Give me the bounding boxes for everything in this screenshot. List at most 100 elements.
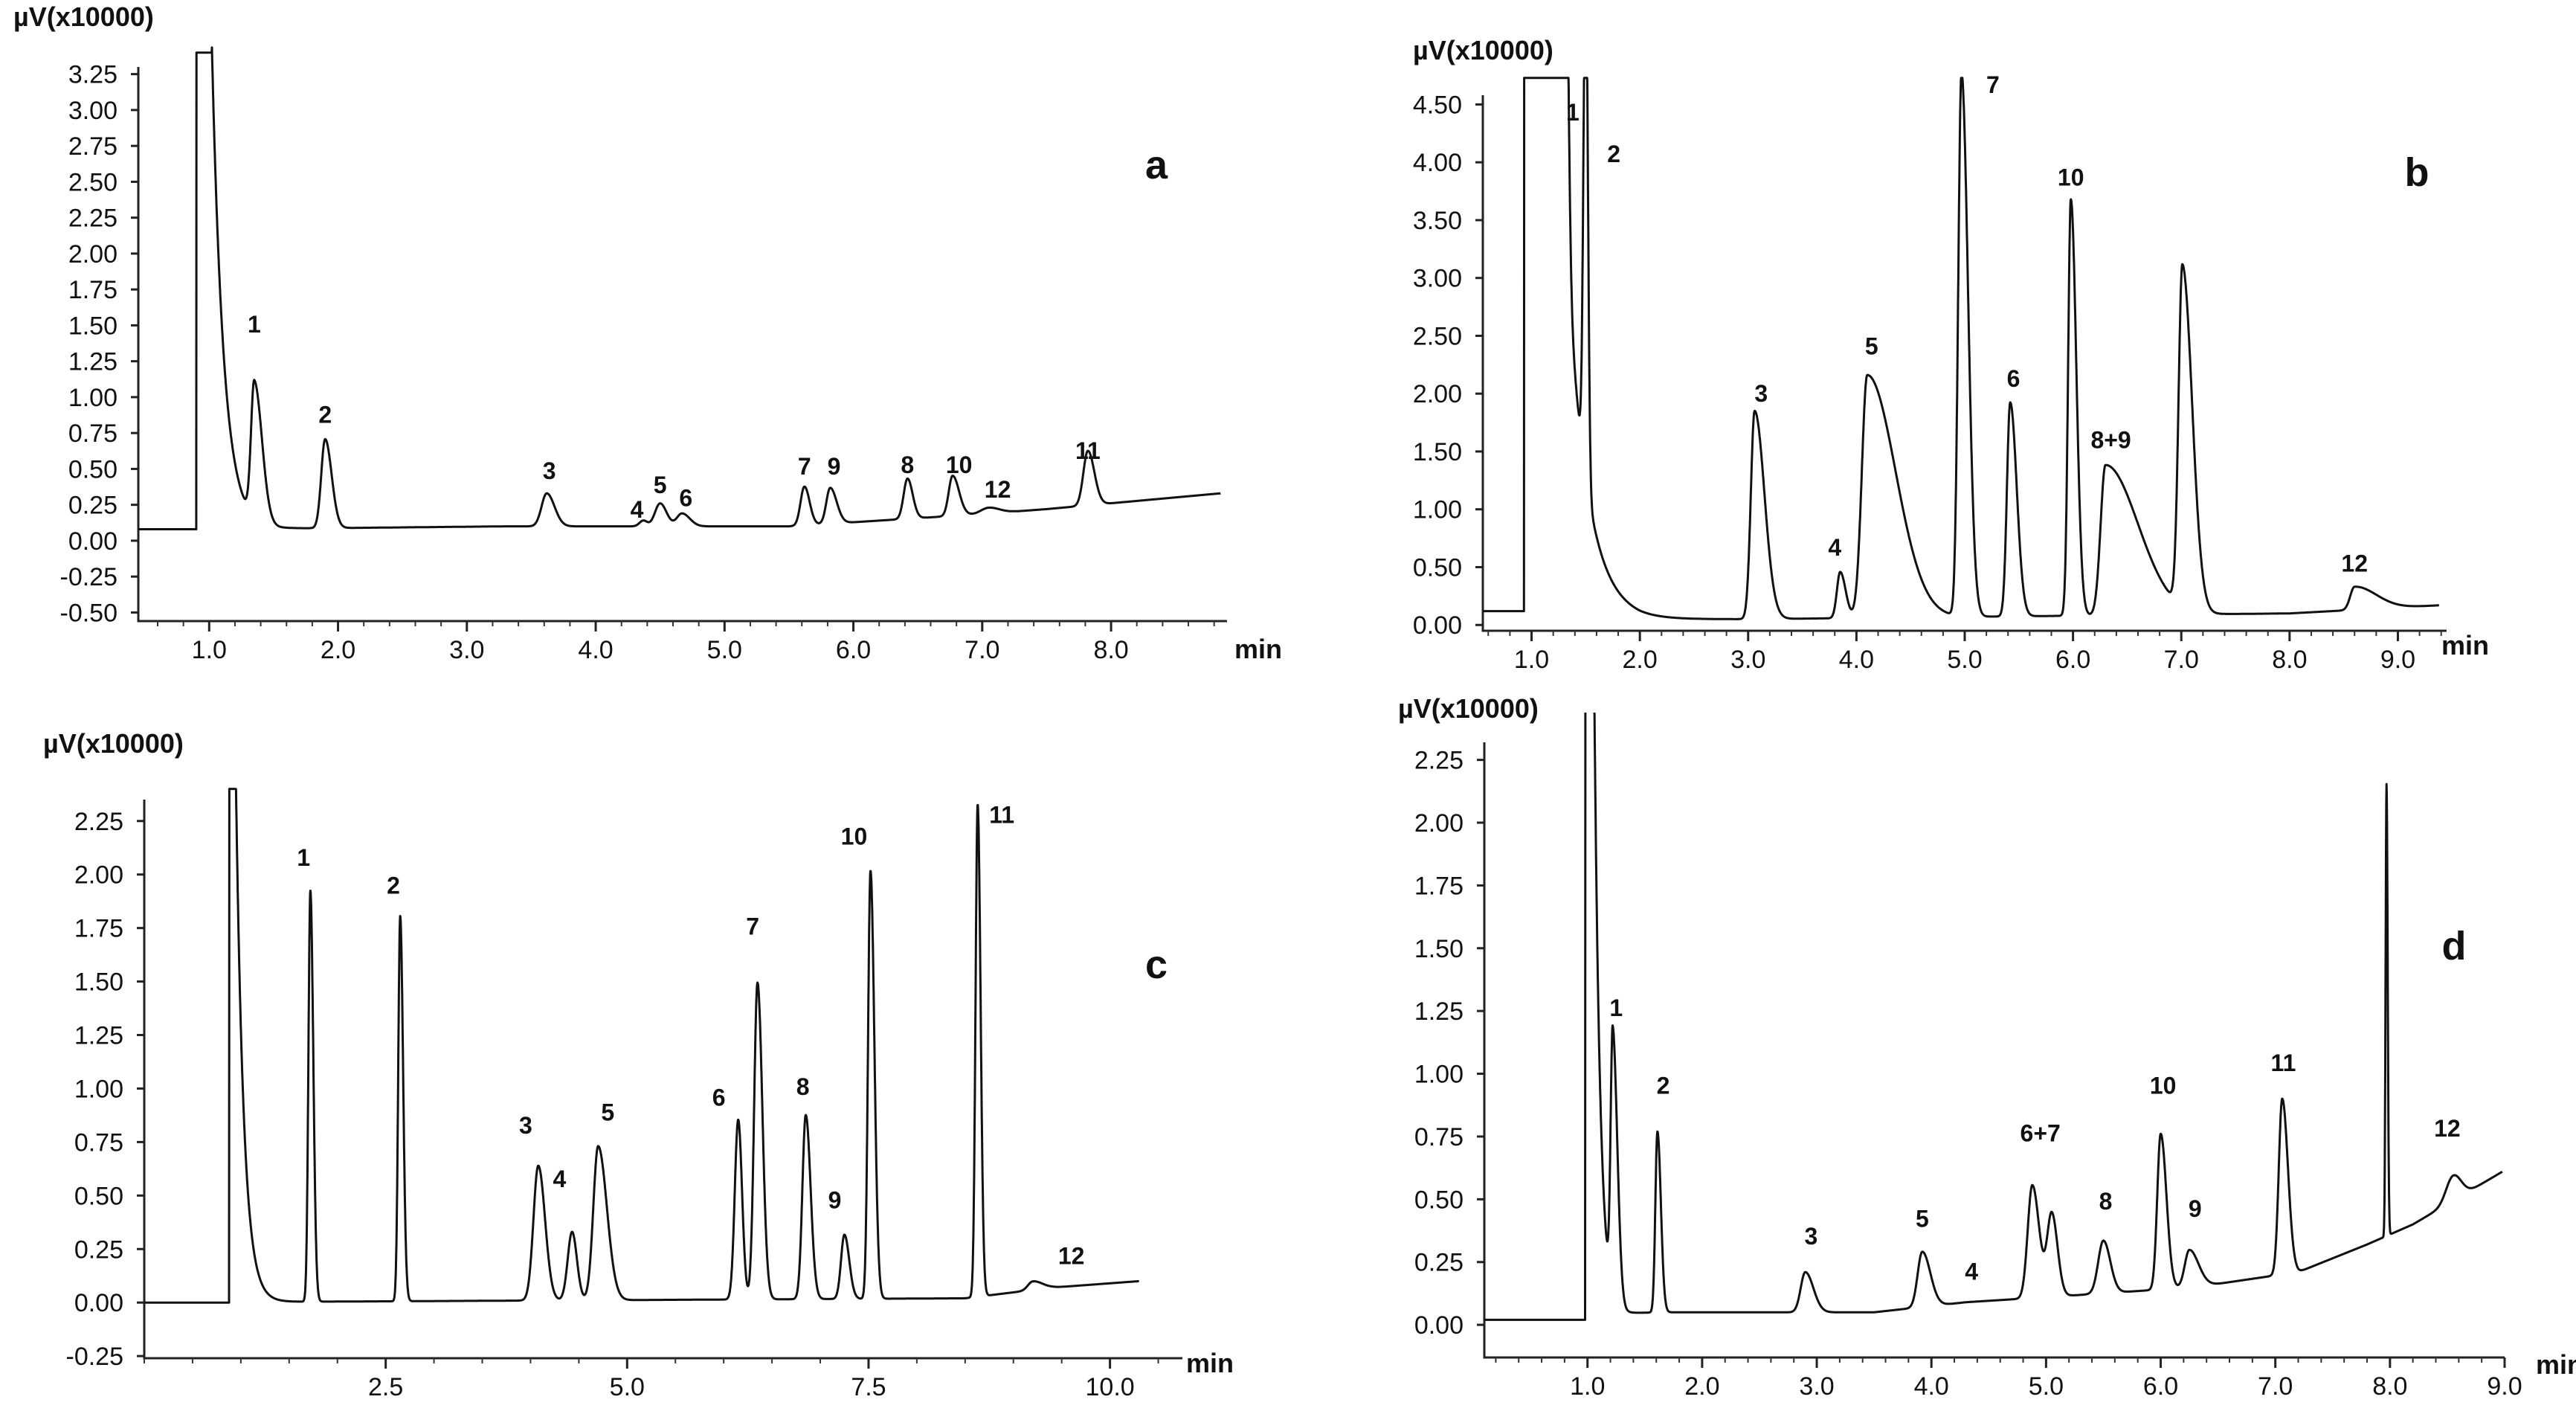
x-tick-label: 4.0 xyxy=(1914,1372,1949,1401)
peak-label: 1 xyxy=(297,844,310,871)
y-tick-label: 1.50 xyxy=(68,312,117,340)
y-tick-label: 1.00 xyxy=(1414,1061,1464,1089)
x-tick-label: 4.0 xyxy=(578,636,613,664)
y-tick-label: 0.25 xyxy=(68,492,117,520)
peak-label: 2 xyxy=(387,872,400,899)
chromatogram-trace xyxy=(138,46,1222,530)
peak-label: 5 xyxy=(1916,1205,1929,1232)
y-tick-label: 3.25 xyxy=(68,61,117,89)
peak-label: 10 xyxy=(2058,164,2084,190)
peak-label: 9 xyxy=(828,1187,842,1214)
peak-label: 9 xyxy=(828,453,841,480)
y-tick-label: 1.25 xyxy=(74,1022,123,1050)
peak-label: 1 xyxy=(1609,994,1623,1021)
y-tick-label: 1.00 xyxy=(68,384,117,412)
y-tick-label: -0.25 xyxy=(66,1343,124,1371)
y-tick-label: 2.00 xyxy=(68,240,117,269)
x-tick-label: 8.0 xyxy=(1093,636,1128,664)
chart-panel-b: 1.0 2.0 3.0 4.0 5.0 6.0 7.0 8.0 9.0 0.00 0.50 1.00 1… xyxy=(1413,35,2489,674)
chart-panel-a: 1.0 2.0 3.0 4.0 5.0 6.0 7.0 8.0 -0.50 -0.25 0.00 0.… xyxy=(13,1,1282,664)
axes-frame xyxy=(1483,742,2505,1359)
chromatogram-trace xyxy=(1484,713,2504,1321)
y-tick-label: 1.75 xyxy=(68,276,117,304)
y-axis-unit: µV(x10000) xyxy=(13,1,154,32)
y-tick-label: 2.25 xyxy=(68,205,117,233)
chart-panel-c: 2.5 5.0 7.5 10.0 -0.25 0.00 0.25 0.50 0.75 1.00 1.… xyxy=(43,728,1234,1401)
peak-label: 6 xyxy=(712,1084,726,1111)
chart-panel-d: 1.0 2.0 3.0 4.0 5.0 6.0 7.0 8.0 9.0 0.00 0.25 0.50 0… xyxy=(1398,693,2576,1401)
y-tick-label: 1.25 xyxy=(1414,997,1464,1026)
panel-letter: b xyxy=(2405,150,2430,195)
x-tick-label: 5.0 xyxy=(707,636,742,664)
y-tick-label: 1.00 xyxy=(74,1075,123,1103)
panel-letter: a xyxy=(1145,143,1168,187)
x-tick-label: 2.0 xyxy=(1684,1372,1719,1401)
x-tick-label: 3.0 xyxy=(1799,1372,1834,1401)
x-tick-label: 1.0 xyxy=(192,636,227,664)
peak-label: 6 xyxy=(2007,365,2020,392)
x-tick-label: 6.0 xyxy=(2055,646,2090,674)
y-tick-label: 1.75 xyxy=(1414,872,1464,900)
y-tick-label: 0.50 xyxy=(1414,1186,1464,1214)
y-tick-label: 0.00 xyxy=(74,1289,123,1317)
y-tick-label: 1.50 xyxy=(74,968,123,997)
peak-label: 4 xyxy=(631,496,644,523)
y-tick-label: 1.75 xyxy=(74,915,123,943)
peak-label: 11 xyxy=(1075,437,1101,464)
y-axis-unit: µV(x10000) xyxy=(1413,35,1553,65)
peak-label: 12 xyxy=(2341,550,2368,577)
y-tick-label: 0.50 xyxy=(68,455,117,483)
x-tick-label: 5.0 xyxy=(1947,646,1982,674)
x-axis-unit: min xyxy=(2441,630,2489,661)
peak-label: 4 xyxy=(1965,1258,1978,1285)
peak-label: 5 xyxy=(654,472,667,498)
axes-frame xyxy=(137,67,1227,623)
y-tick-label: 0.00 xyxy=(1413,611,1462,640)
y-tick-label: 1.25 xyxy=(68,348,117,376)
x-tick-label: 1.0 xyxy=(1514,646,1549,674)
x-tick-label: 9.0 xyxy=(2487,1372,2522,1401)
x-tick-label: 8.0 xyxy=(2372,1372,2407,1401)
peak-label: 10 xyxy=(2150,1073,2177,1099)
x-tick-label: 8.0 xyxy=(2272,646,2307,674)
peak-label: 11 xyxy=(2271,1050,2296,1076)
y-axis-unit: µV(x10000) xyxy=(43,728,184,759)
x-tick-label: 2.0 xyxy=(1623,646,1658,674)
x-tick-label: 7.0 xyxy=(2164,646,2199,674)
peak-label: 7 xyxy=(798,453,811,480)
peak-label: 10 xyxy=(946,451,973,478)
peak-label: 12 xyxy=(985,476,1011,503)
peak-label: 2 xyxy=(1657,1073,1670,1099)
y-tick-label: 0.25 xyxy=(1414,1249,1464,1277)
peak-label: 7 xyxy=(746,913,759,939)
y-tick-label: 3.00 xyxy=(1413,265,1462,293)
x-tick-label: 3.0 xyxy=(449,636,484,664)
y-tick-label: 0.50 xyxy=(1413,553,1462,582)
y-tick-label: 0.50 xyxy=(74,1182,123,1210)
peak-label: 11 xyxy=(989,802,1014,829)
x-tick-label: 2.5 xyxy=(368,1373,403,1401)
panel-letter: d xyxy=(2442,924,2467,968)
y-tick-label: 3.00 xyxy=(68,97,117,125)
x-tick-label: 5.0 xyxy=(610,1373,645,1401)
y-tick-label: 1.50 xyxy=(1414,935,1464,963)
y-tick-label: 2.25 xyxy=(74,808,123,836)
y-tick-label: 2.00 xyxy=(1413,380,1462,408)
axes-frame xyxy=(143,800,1182,1360)
peak-label: 2 xyxy=(318,402,332,428)
peak-label: 5 xyxy=(1865,332,1878,359)
peak-label: 3 xyxy=(543,457,556,484)
y-tick-label: 0.75 xyxy=(1414,1123,1464,1151)
x-tick-label: 7.0 xyxy=(2258,1372,2293,1401)
peak-label: 12 xyxy=(2434,1115,2461,1142)
peak-label: 5 xyxy=(601,1099,614,1126)
peak-label: 2 xyxy=(1607,141,1620,167)
peak-label: 1 xyxy=(248,311,261,338)
x-tick-label: 7.5 xyxy=(851,1373,886,1401)
peak-label: 3 xyxy=(1754,380,1768,407)
y-tick-label: 1.00 xyxy=(1413,496,1462,524)
chromatogram-trace xyxy=(144,788,1140,1304)
y-tick-label: 4.00 xyxy=(1413,149,1462,177)
